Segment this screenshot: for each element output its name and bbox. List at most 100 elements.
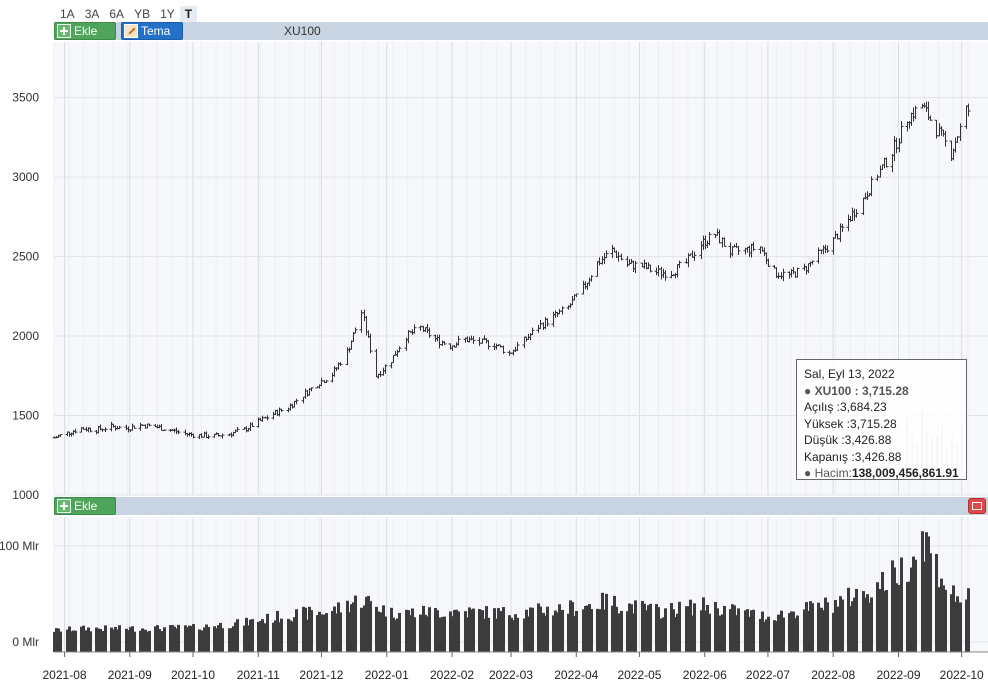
volume-bar (365, 596, 368, 652)
volume-bar (160, 631, 163, 652)
volume-bar (53, 631, 56, 652)
volume-bar (487, 617, 490, 652)
volume-bar (853, 597, 856, 652)
volume-bar (674, 616, 677, 652)
volume-bar (306, 619, 309, 652)
volume-bar (274, 620, 277, 652)
volume-bar (464, 611, 467, 652)
volume-bar (841, 599, 844, 652)
volume-bar (272, 622, 275, 652)
add-indicator-button[interactable]: Ekle (54, 22, 116, 40)
volume-bar (104, 625, 107, 652)
volume-bar (360, 607, 363, 652)
period-1y[interactable]: 1Y (160, 7, 175, 21)
y-tick-label: 2000 (12, 329, 39, 343)
volume-bar (114, 626, 117, 652)
theme-button-label: Tema (141, 24, 171, 38)
volume-bar (571, 602, 574, 652)
volume-bar (97, 628, 100, 652)
volume-bar (68, 626, 71, 652)
volume-bar (243, 625, 246, 652)
volume-bar (832, 612, 835, 652)
volume-bar (512, 620, 515, 652)
theme-button[interactable]: Tema (121, 22, 183, 40)
volume-bar (561, 609, 564, 652)
volume-bar (586, 605, 589, 652)
volume-bar (434, 607, 437, 652)
volume-bar (708, 613, 711, 652)
volume-bar (481, 610, 484, 652)
plus-icon (57, 499, 71, 513)
volume-bar (287, 618, 290, 652)
volume-bar (647, 605, 650, 652)
close-panel-icon[interactable] (968, 498, 986, 514)
volume-bar (99, 628, 102, 652)
volume-bar (472, 608, 475, 652)
volume-bar (232, 626, 235, 652)
volume-bar (866, 594, 869, 652)
volume-bar (70, 631, 73, 652)
volume-bar (85, 630, 88, 652)
volume-bar (588, 604, 591, 652)
volume-bar (110, 627, 113, 652)
volume-bar (649, 603, 652, 652)
volume-bar (523, 618, 526, 652)
volume-bar (514, 614, 517, 652)
volume-bar (419, 614, 422, 652)
volume-bar (803, 609, 806, 652)
volume-bar (763, 621, 766, 652)
volume-bar (192, 624, 195, 652)
volume-bar (805, 602, 808, 652)
volume-bar (308, 606, 311, 652)
volume-bar (234, 622, 237, 652)
volume-bar (95, 627, 98, 652)
volume-bar (82, 625, 85, 652)
period-yb[interactable]: YB (134, 7, 151, 21)
volume-bar (824, 597, 827, 652)
volume-bar (558, 604, 561, 652)
volume-bar (527, 616, 530, 652)
x-tick-label: 2022-05 (617, 668, 661, 682)
x-tick-label: 2022-08 (811, 668, 855, 682)
volume-bar (678, 601, 681, 652)
volume-bar (247, 625, 250, 652)
volume-bar (542, 612, 545, 652)
volume-bar (245, 617, 248, 652)
period-6a[interactable]: 6A (109, 7, 125, 21)
volume-bar (603, 609, 606, 652)
volume-bar (207, 627, 210, 652)
x-tick-label: 2022-02 (430, 668, 474, 682)
volume-bar (249, 619, 252, 652)
volume-bar (883, 591, 886, 652)
x-tick-label: 2021-11 (237, 668, 280, 682)
volume-bar (57, 628, 60, 652)
volume-bar (792, 611, 795, 652)
volume-bar (493, 608, 496, 652)
volume-bar (959, 602, 962, 652)
volume-bar (615, 606, 618, 652)
tooltip-high: Yüksek :3,715.28 (804, 416, 897, 431)
period-3a[interactable]: 3A (84, 7, 100, 21)
x-tick-label: 2022-09 (876, 668, 920, 682)
volume-bar (331, 610, 334, 652)
period-1a[interactable]: 1A (60, 7, 75, 21)
add-volume-indicator-button[interactable]: Ekle (54, 497, 116, 515)
volume-bar (900, 557, 903, 652)
volume-bar (611, 605, 614, 652)
tooltip-low: Düşük :3,426.88 (804, 433, 892, 447)
volume-bar (855, 588, 858, 652)
period-t[interactable]: T (179, 6, 198, 22)
volume-bar (266, 613, 269, 652)
volume-bar (398, 612, 401, 652)
volume-bar (289, 620, 292, 652)
tooltip-volume-value: 138,009,456,861.91 (851, 466, 959, 480)
volume-bar (131, 626, 134, 652)
data-tooltip: Sal, Eyl 13, 2022 ● XU100 : 3,715.28 Açı… (796, 359, 967, 480)
volume-bar (923, 561, 926, 652)
volume-bar (177, 624, 180, 652)
volume-bar (906, 581, 909, 652)
volume-bar (790, 611, 793, 652)
volume-bar (702, 597, 705, 652)
volume-bar (302, 606, 305, 652)
